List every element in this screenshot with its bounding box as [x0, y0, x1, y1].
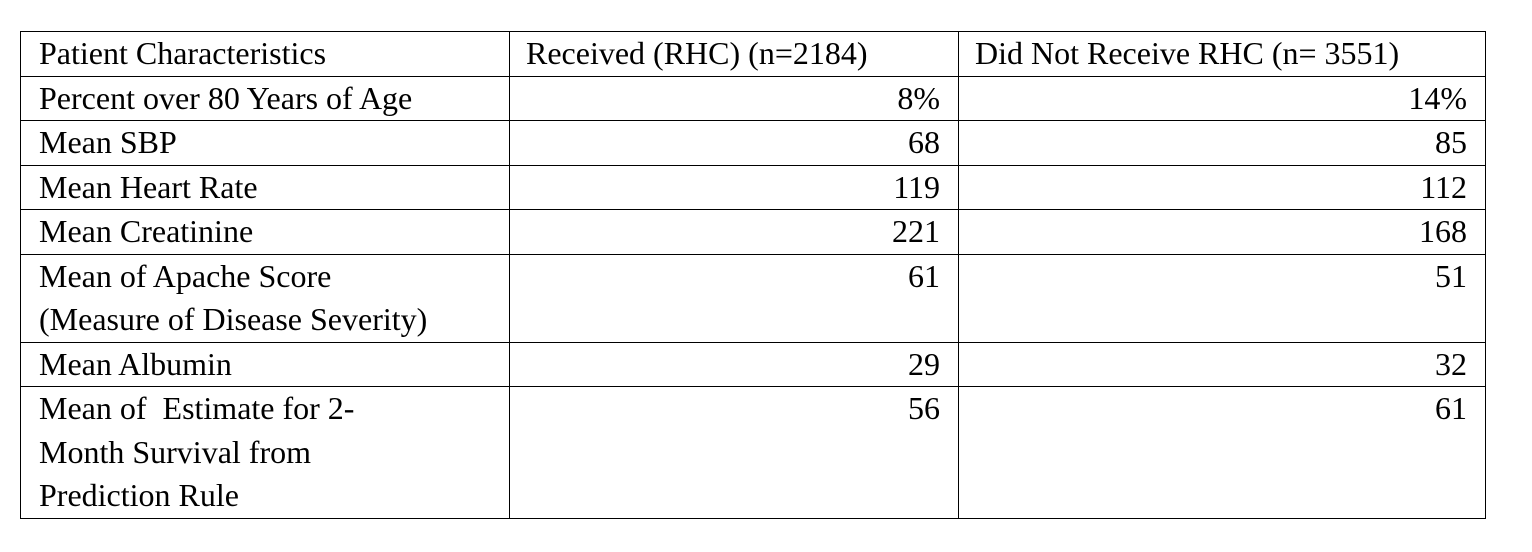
received-value: 56: [509, 386, 959, 519]
row-label-line: Mean of Apache Score: [39, 257, 332, 294]
table-row: Mean Albumin 29 32: [20, 341, 1486, 387]
not-received-value: 85: [958, 120, 1486, 166]
not-received-value: 112: [958, 164, 1486, 210]
table-row: Mean Creatinine 221 168: [20, 209, 1486, 255]
table-row: Mean of Estimate for 2- Month Survival f…: [20, 386, 1486, 519]
row-label-line: Prediction Rule: [39, 477, 239, 513]
row-label: Mean Heart Rate: [20, 164, 510, 210]
table-row: Mean Heart Rate 119 112: [20, 164, 1486, 210]
table-row: Mean of Apache Score (Measure of Disease…: [20, 253, 1486, 343]
not-received-value: 61: [958, 386, 1486, 519]
not-received-value: 32: [958, 341, 1486, 387]
row-label: Mean SBP: [20, 120, 510, 166]
received-value: 29: [509, 341, 959, 387]
not-received-value: 14%: [958, 75, 1486, 121]
row-label: Percent over 80 Years of Age: [20, 75, 510, 121]
row-label-line: (Measure of Disease Severity): [39, 301, 428, 337]
not-received-value: 168: [958, 209, 1486, 255]
received-value: 68: [509, 120, 959, 166]
table-row: Percent over 80 Years of Age 8% 14%: [20, 75, 1486, 121]
received-value: 221: [509, 209, 959, 255]
header-patient-characteristics: Patient Characteristics: [20, 31, 510, 77]
row-label-line: Mean of Estimate for 2-: [39, 390, 355, 426]
row-label: Mean Creatinine: [20, 209, 510, 255]
received-value: 119: [509, 164, 959, 210]
not-received-value: 51: [958, 253, 1486, 343]
row-label-line: Month Survival from: [39, 433, 311, 470]
row-label: Mean of Apache Score (Measure of Disease…: [20, 253, 510, 343]
row-label: Mean Albumin: [20, 341, 510, 387]
received-value: 8%: [509, 75, 959, 121]
row-label: Mean of Estimate for 2- Month Survival f…: [20, 386, 510, 519]
header-received-rhc: Received (RHC) (n=2184): [509, 31, 959, 77]
header-did-not-receive-rhc: Did Not Receive RHC (n= 3551): [958, 31, 1486, 77]
received-value: 61: [509, 253, 959, 343]
characteristics-table: Patient Characteristics Received (RHC) (…: [20, 31, 1486, 519]
table-header-row: Patient Characteristics Received (RHC) (…: [20, 31, 1486, 77]
table-row: Mean SBP 68 85: [20, 120, 1486, 166]
